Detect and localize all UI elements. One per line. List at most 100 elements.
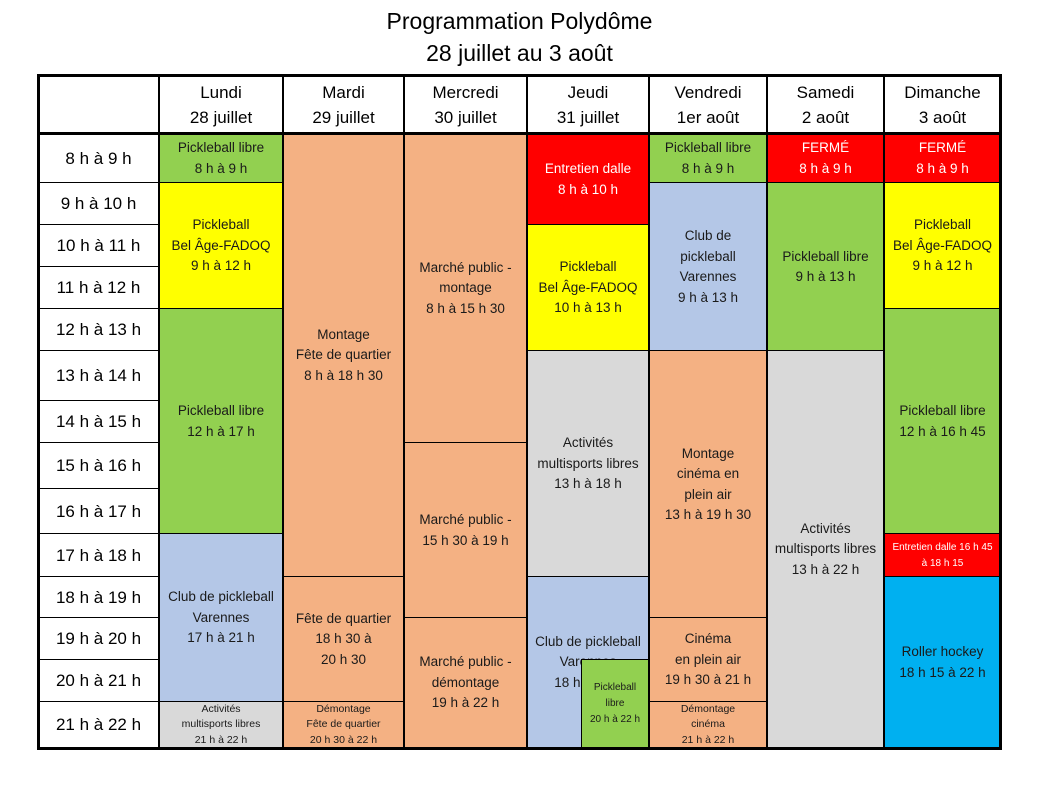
schedule-block-sun-roller: Roller hockey 18 h 15 à 22 h bbox=[884, 577, 1001, 748]
block-text-line: Fête de quartier bbox=[295, 347, 392, 363]
grid-line bbox=[38, 701, 159, 702]
grid-line bbox=[158, 74, 160, 750]
block-text-line: Pickleball libre bbox=[177, 403, 265, 418]
block-text-line: Pickleball libre bbox=[899, 403, 986, 418]
day-header-name: Samedi bbox=[796, 82, 855, 102]
day-header-samedi: Samedi 2 août bbox=[767, 75, 884, 134]
day-header-name: Mercredi bbox=[432, 82, 499, 102]
grid-line bbox=[403, 74, 405, 750]
schedule-block-sun-entretien: Entretien dalle 16 h 45 à 18 h 15 bbox=[884, 534, 1001, 577]
block-text-line: 12 h à 17 h bbox=[187, 423, 255, 439]
block-text-line: 20 h 30 à 22 h bbox=[309, 733, 378, 746]
grid-line bbox=[649, 182, 767, 183]
block-text-line: Bel Âge-FADOQ bbox=[892, 237, 993, 253]
block-text-line: Pickleball bbox=[913, 217, 972, 233]
schedule-block-thu-pickleball: Pickleball libre 20 h à 22 h bbox=[581, 660, 649, 748]
block-text-line: 9 h à 12 h bbox=[912, 258, 973, 274]
block-text-line: Entretien dalle 16 h 45 bbox=[892, 541, 993, 553]
grid-line bbox=[884, 182, 1001, 183]
schedule-block-wed-montage: Marché public - montage 8 h à 15 h 30 bbox=[404, 134, 527, 443]
block-text-line: 20 h à 22 h bbox=[589, 714, 641, 725]
schedule-block-sun-ferme: FERMÉ 8 h à 9 h bbox=[884, 134, 1001, 183]
hour-label: 11 h à 12 h bbox=[56, 278, 141, 297]
block-text-line: Démontage bbox=[680, 702, 736, 715]
block-text-line: Montage bbox=[317, 326, 370, 342]
grid-line bbox=[767, 350, 884, 351]
day-header-date: 31 juillet bbox=[556, 107, 620, 127]
hour-label: 21 h à 22 h bbox=[55, 715, 142, 734]
schedule-block-thu-multisports: Activités multisports libres 13 h à 18 h bbox=[527, 351, 649, 577]
block-text-line: démontage bbox=[431, 674, 500, 690]
block-text-line: Activités bbox=[800, 520, 851, 536]
grid-line bbox=[766, 74, 768, 750]
schedule-block-fri-cinema: Cinéma en plein air 19 h 30 à 21 h bbox=[649, 618, 767, 702]
day-header-name: Vendredi bbox=[674, 82, 742, 102]
schedule-block-mon-pickleball-8: Pickleball libre 8 h à 9 h bbox=[159, 134, 283, 183]
grid-line bbox=[527, 350, 649, 351]
grid-line bbox=[649, 617, 767, 618]
block-text-line: Marché public - bbox=[419, 259, 512, 275]
grid-line bbox=[649, 350, 767, 351]
day-header-date: 30 juillet bbox=[434, 107, 497, 127]
grid-line bbox=[283, 701, 404, 702]
schedule-block-thu-entretien: Entretien dalle 8 h à 10 h bbox=[527, 134, 649, 225]
block-text-line: Marché public - bbox=[419, 654, 512, 670]
hour-label: 14 h à 15 h bbox=[55, 412, 142, 431]
schedule-block-mon-multisports: Activités multisports libres 21 h à 22 h bbox=[159, 702, 283, 748]
block-text-line: 9 h à 13 h bbox=[795, 269, 856, 284]
block-text-line: 12 h à 16 h 45 bbox=[899, 423, 986, 439]
day-header-date: 29 juillet bbox=[312, 107, 375, 127]
day-header-name: Jeudi bbox=[567, 82, 609, 102]
grid-line bbox=[38, 576, 159, 577]
block-text-line: Club de pickleball bbox=[535, 633, 641, 649]
grid-line bbox=[581, 660, 582, 748]
page-subtitle: 28 juillet au 3 août bbox=[426, 40, 613, 66]
block-text-line: 8 h à 18 h 30 bbox=[304, 367, 383, 383]
grid-line bbox=[38, 533, 159, 534]
grid-line bbox=[159, 308, 283, 309]
day-header-mardi: Mardi 29 juillet bbox=[283, 75, 404, 134]
block-text-line: montage bbox=[439, 280, 492, 296]
block-text-line: 17 h à 21 h bbox=[187, 630, 255, 646]
hour-label: 15 h à 16 h bbox=[55, 456, 142, 475]
block-text-line: Montage bbox=[681, 445, 735, 461]
block-text-line: Marché public - bbox=[419, 512, 512, 527]
block-text-line: Entretien dalle bbox=[544, 161, 632, 176]
block-text-line: plein air bbox=[684, 486, 732, 502]
day-header-date: 2 août bbox=[801, 107, 850, 127]
grid-line bbox=[404, 442, 527, 443]
grid-line bbox=[999, 74, 1002, 750]
block-text-line: à 18 h 15 bbox=[921, 557, 964, 569]
schedule-block-sat-multisports: Activités multisports libres 13 h à 22 h bbox=[767, 351, 884, 748]
hour-label: 17 h à 18 h bbox=[55, 545, 142, 565]
block-text-line: Fête de quartier bbox=[306, 718, 381, 731]
grid-line bbox=[38, 442, 159, 443]
grid-line bbox=[527, 224, 649, 225]
grid-line bbox=[404, 617, 527, 618]
day-header-name: Mardi bbox=[322, 82, 365, 102]
grid-line bbox=[884, 308, 1001, 309]
day-header-name: Dimanche bbox=[904, 82, 981, 102]
block-text-line: Pickleball bbox=[559, 259, 617, 275]
block-text-line: 8 h à 10 h bbox=[557, 181, 619, 197]
block-text-line: 9 h à 13 h bbox=[677, 289, 739, 305]
block-text-line: multisports libres bbox=[774, 541, 877, 557]
block-text-line: multisports libres bbox=[181, 718, 261, 731]
block-text-line: 18 h 30 à bbox=[315, 631, 372, 647]
hour-label: 8 h à 9 h bbox=[65, 148, 132, 168]
grid-line bbox=[282, 74, 284, 750]
grid-line bbox=[649, 701, 767, 702]
block-text-line: Activités bbox=[201, 702, 241, 715]
day-header-lundi: Lundi 28 juillet bbox=[159, 75, 283, 134]
block-text-line: 19 h 30 à 21 h bbox=[664, 672, 752, 688]
grid-line bbox=[37, 74, 40, 750]
hour-label: 12 h à 13 h bbox=[55, 320, 142, 339]
block-text-line: 8 h à 9 h bbox=[799, 160, 852, 176]
block-text-line: Pickleball bbox=[593, 682, 637, 693]
block-text-line: Bel Âge-FADOQ bbox=[538, 279, 638, 295]
block-text-line: 10 h à 13 h bbox=[554, 300, 622, 316]
block-text-line: en plein air bbox=[674, 651, 742, 667]
grid-line bbox=[159, 533, 283, 534]
grid-line bbox=[38, 400, 159, 401]
